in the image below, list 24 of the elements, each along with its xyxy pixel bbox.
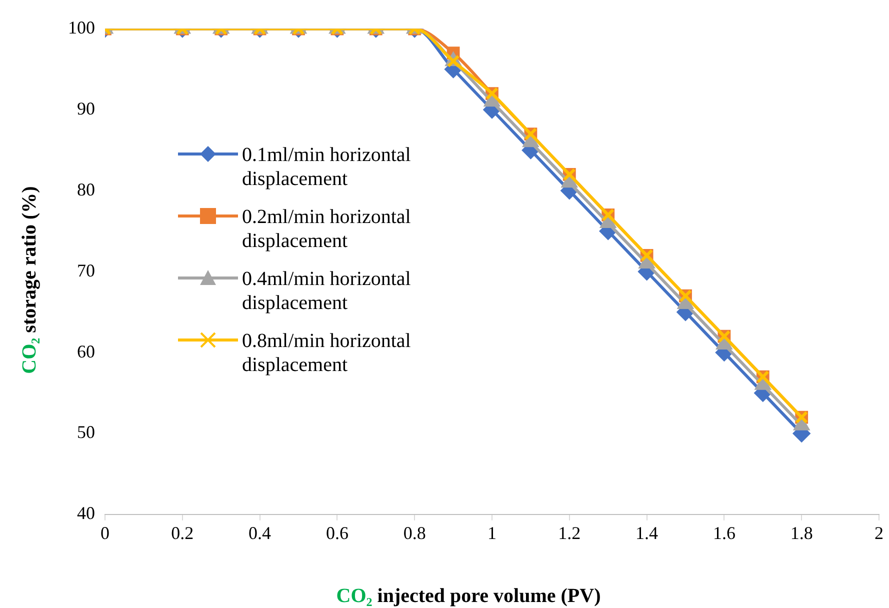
x-tick-label: 1.6 (712, 522, 736, 543)
y-tick-label: 50 (77, 422, 95, 442)
y-tick-label: 40 (77, 503, 95, 524)
x-tick-label: 1.2 (558, 522, 581, 543)
x-tick-label: 0.4 (248, 522, 272, 543)
x-tick-label: 0 (100, 522, 110, 543)
x-tick-label: 1 (488, 522, 496, 543)
x-tick-label: 0.6 (326, 522, 348, 543)
y-axis-title: CO₂ storage ratio (%) (18, 186, 40, 374)
x-tick-label: 1.4 (636, 522, 658, 543)
legend-label: 0.1ml/min horizontal displacement (242, 143, 412, 191)
x-tick-label: 0.2 (171, 522, 194, 543)
x-tick-label: 2 (874, 522, 884, 543)
x-tick-label: 1.8 (790, 522, 813, 543)
y-tick-label: 60 (77, 341, 95, 362)
y-tick-label: 70 (77, 260, 95, 280)
legend-label: 0.8ml/min horizontal displacement (242, 329, 412, 377)
y-tick-label: 80 (77, 179, 95, 200)
legend-label: 0.4ml/min horizontal displacement (242, 267, 412, 315)
x-axis-title: CO₂ injected pore volume (PV) (336, 585, 601, 607)
x-tick-label: 0.8 (403, 522, 426, 543)
y-tick-label: 100 (68, 18, 95, 38)
y-tick-label: 90 (77, 98, 95, 118)
legend-label: 0.2ml/min horizontal displacement (242, 205, 412, 253)
